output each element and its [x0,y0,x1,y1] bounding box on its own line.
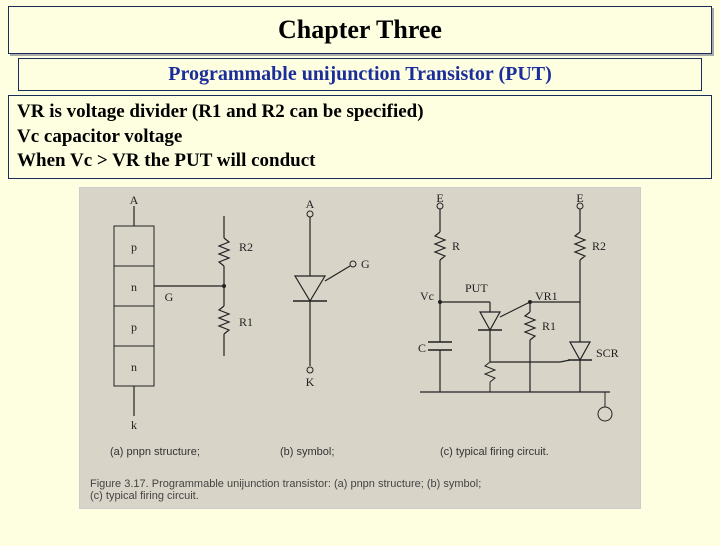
chapter-title-box: Chapter Three [8,6,712,54]
panel-a-pnpn: A p n p n k G R2 R1 [84,196,254,446]
label-b-bottom: K [306,375,315,389]
label-b-gate: G [361,257,370,271]
body-line-3: When Vc > VR the PUT will conduct [17,149,703,174]
section-subtitle: Programmable unijunction Transistor (PUT… [168,63,552,85]
label-c-put: PUT [465,281,488,295]
layer-n2: n [131,360,137,374]
layer-n1: n [131,280,137,294]
layer-p1: p [131,240,137,254]
label-c-scr: SCR [596,346,619,360]
label-c-r1: R1 [542,319,556,333]
figure-caption: Figure 3.17. Programmable unijunction tr… [90,478,630,502]
label-c-r2: R2 [592,239,606,253]
label-a-top: A [130,196,139,207]
label-b-top: A [306,197,315,211]
body-line-1: VR is voltage divider (R1 and R2 can be … [17,100,703,125]
chapter-title: Chapter Three [278,15,442,44]
panel-c-circuit: E E R Vc C PUT VR1 [380,192,630,452]
caption-sub: (c) typical firing circuit. [90,490,199,502]
label-c-topright: E [576,192,583,205]
label-r2-a: R2 [239,240,253,254]
layer-p2: p [131,320,137,334]
label-r1-a: R1 [239,315,253,329]
label-a-bottom: k [131,418,137,432]
panel-c-caption: (c) typical firing circuit. [440,446,549,458]
figure-region: A p n p n k G R2 R1 A [79,187,641,509]
caption-main: Figure 3.17. Programmable unijunction tr… [90,478,481,490]
panel-b-symbol: A G K [265,196,375,446]
label-c-vc: Vc [420,289,434,303]
body-line-2: Vc capacitor voltage [17,125,703,150]
panel-b-caption: (b) symbol; [280,446,334,458]
section-subtitle-box: Programmable unijunction Transistor (PUT… [18,58,702,91]
label-c-vr: VR1 [535,289,558,303]
label-a-gate: G [165,290,174,304]
label-c-r: R [452,239,460,253]
label-c-cap: C [418,341,426,355]
panel-a-caption: (a) pnpn structure; [110,446,200,458]
body-text-box: VR is voltage divider (R1 and R2 can be … [8,95,712,179]
label-c-topleft: E [436,192,443,205]
